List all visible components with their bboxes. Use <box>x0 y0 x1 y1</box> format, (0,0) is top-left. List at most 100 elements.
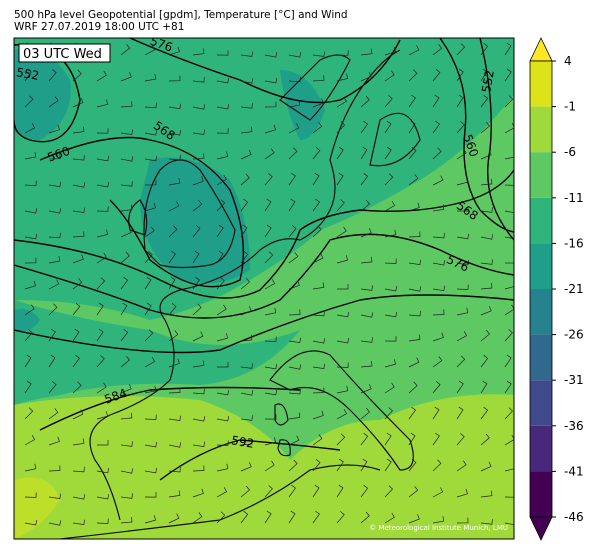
wind-barb <box>408 459 417 472</box>
wind-barb <box>408 259 421 265</box>
wind-barb <box>384 311 398 318</box>
wind-barb <box>384 201 396 212</box>
wind-barb <box>72 381 82 394</box>
wind-barb <box>312 253 324 264</box>
wind-barb <box>96 99 109 108</box>
wind-barb <box>216 151 229 160</box>
wind-barb <box>264 510 272 524</box>
wind-barb <box>216 224 224 238</box>
wind-barb <box>240 277 250 290</box>
wind-barb <box>264 124 276 134</box>
wind-barb <box>504 304 514 316</box>
colorbar-segment <box>530 380 552 426</box>
colorbar-tick-label: -46 <box>564 510 584 524</box>
colorbar-tick-label: -6 <box>564 145 576 159</box>
wind-barb <box>432 309 445 316</box>
wind-barb <box>384 146 392 160</box>
wind-barb <box>360 48 373 56</box>
wind-barb <box>240 198 249 212</box>
wind-barb <box>144 102 157 109</box>
wind-barb <box>336 73 349 82</box>
wind-barb <box>120 204 133 212</box>
wind-barb <box>192 104 206 110</box>
wind-barb <box>384 407 393 420</box>
wind-barb <box>240 224 248 238</box>
wind-barb <box>120 276 129 290</box>
wind-barb <box>192 360 205 368</box>
wind-barb <box>216 389 229 396</box>
wind-barb <box>216 104 230 110</box>
wind-barb <box>432 356 443 368</box>
wind-barb <box>192 48 205 56</box>
wind-barb <box>312 387 325 394</box>
wind-barb <box>408 286 422 292</box>
wind-barb <box>72 519 85 525</box>
wind-barb <box>480 95 489 108</box>
wind-barb <box>264 389 278 396</box>
wind-barb <box>72 182 86 188</box>
wind-barb <box>456 68 464 82</box>
wind-barb <box>360 228 372 238</box>
wind-barb <box>336 409 348 420</box>
wind-barb <box>72 97 84 108</box>
colorbar-tick-label: 4 <box>564 54 572 68</box>
wind-barb <box>504 434 514 446</box>
wind-barb <box>96 252 107 264</box>
wind-barb <box>336 96 347 108</box>
wind-barb <box>144 202 156 212</box>
wind-barb <box>336 484 344 498</box>
wind-barb <box>120 129 133 135</box>
wind-barb <box>24 180 37 187</box>
wind-barb <box>240 103 253 109</box>
wind-barb <box>456 433 465 446</box>
wind-barb <box>240 251 249 264</box>
wind-barb <box>264 485 273 498</box>
wind-barb <box>48 96 59 108</box>
wind-barb <box>120 384 132 394</box>
wind-barb <box>336 255 349 264</box>
contour <box>159 439 341 481</box>
wind-barb <box>360 458 368 472</box>
wind-barb <box>144 226 155 238</box>
wind-barb <box>96 494 110 500</box>
wind-barb <box>120 72 132 82</box>
wind-barb <box>24 520 38 526</box>
wind-barb <box>192 77 205 83</box>
wind-barb <box>408 334 421 342</box>
wind-barb <box>480 329 490 342</box>
wind-barb <box>120 329 129 342</box>
wind-barb <box>168 46 180 56</box>
wind-barb <box>360 407 370 420</box>
wind-barb <box>504 123 514 134</box>
wind-barb <box>408 381 418 394</box>
wind-barb <box>384 70 395 82</box>
wind-barb <box>144 467 158 474</box>
wind-barb <box>408 202 420 212</box>
wind-barb <box>144 414 157 420</box>
contour-label: 592 <box>230 433 255 451</box>
wind-barb <box>48 303 58 316</box>
wind-barb <box>120 412 133 420</box>
wind-barb <box>288 484 296 498</box>
wind-barb <box>168 154 181 161</box>
wind-barb <box>48 181 62 188</box>
wind-barb <box>72 466 85 473</box>
map-frame <box>13 37 515 540</box>
wind-barb <box>456 460 467 472</box>
wind-barb <box>240 78 254 84</box>
wind-barb <box>96 182 110 188</box>
wind-barb <box>192 303 202 316</box>
wind-barb <box>72 303 81 316</box>
wind-barb <box>144 357 156 368</box>
colorbar-tick-label: -11 <box>564 191 584 205</box>
wind-barb <box>72 207 85 213</box>
wind-barb <box>336 226 347 238</box>
wind-barb <box>480 207 493 213</box>
wind-barb <box>384 485 393 498</box>
wind-barb <box>456 406 464 420</box>
wind-barb <box>336 146 344 160</box>
wind-barb <box>48 232 61 239</box>
wind-barb <box>408 406 416 420</box>
wind-barb <box>480 42 489 56</box>
wind-barb <box>144 251 153 264</box>
